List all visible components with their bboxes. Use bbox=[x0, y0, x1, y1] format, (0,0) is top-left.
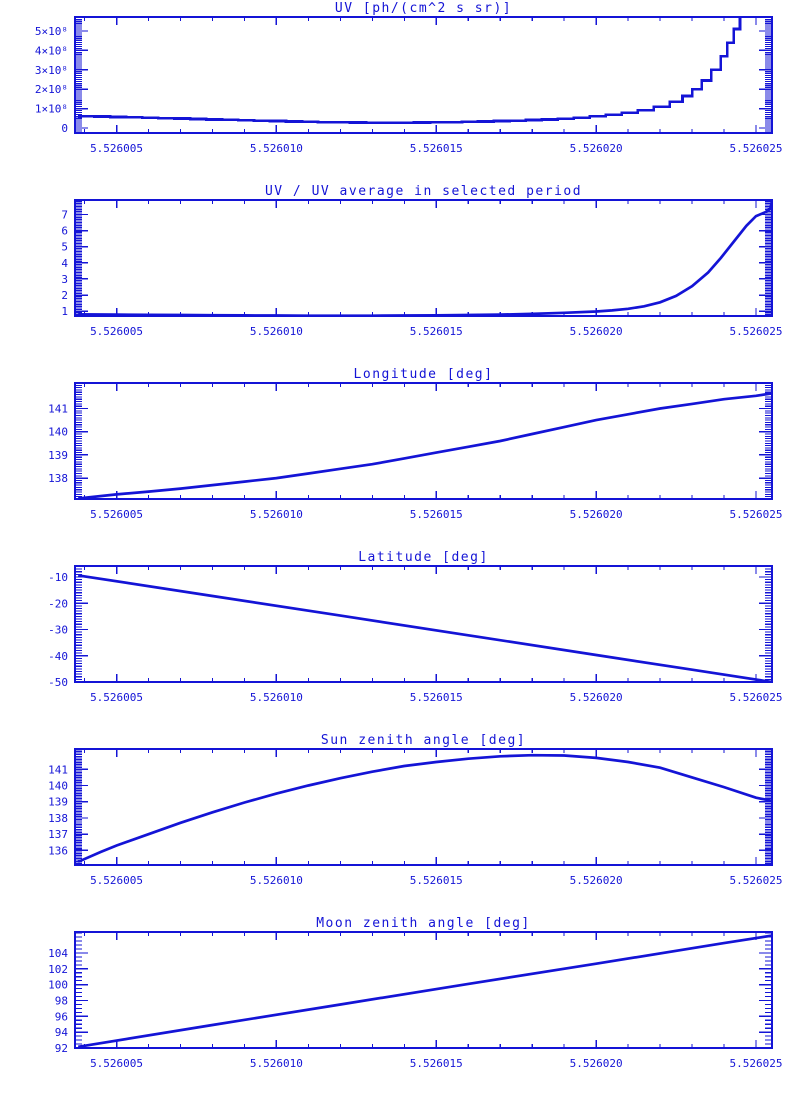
y-tick-label: 141 bbox=[48, 763, 68, 776]
axis-ticks bbox=[75, 382, 772, 500]
y-tick-label: 96 bbox=[55, 1010, 68, 1023]
x-tick-label: 5.526020 bbox=[570, 691, 623, 704]
x-tick-label: 5.526015 bbox=[410, 325, 463, 338]
x-tick-label: 5.526020 bbox=[570, 508, 623, 521]
chart-panel-uv-ratio: UV / UV average in selected period 5.526… bbox=[0, 183, 800, 366]
plot-box bbox=[74, 748, 773, 866]
x-tick-label: 5.526025 bbox=[730, 691, 783, 704]
y-tick-label: 104 bbox=[48, 947, 68, 960]
chart-panel-longitude: Longitude [deg] 5.526005 5.526010 5.526015… bbox=[0, 366, 800, 549]
x-tick-label: 5.526020 bbox=[570, 1057, 623, 1070]
chart-title: UV [ph/(cm^2 s sr)] bbox=[334, 1, 513, 16]
y-tick-label: 3 bbox=[61, 273, 68, 286]
chart-panel-sun-zenith: Sun zenith angle [deg] 5.526005 5.526010 5… bbox=[0, 732, 800, 915]
data-curve bbox=[77, 574, 772, 682]
y-tick-label: 1 bbox=[61, 305, 68, 318]
y-tick-label: 5 bbox=[61, 241, 68, 254]
x-tick-label: 5.526020 bbox=[570, 874, 623, 887]
x-tick-label: 5.526010 bbox=[250, 325, 303, 338]
x-tick-label: 5.526010 bbox=[250, 691, 303, 704]
y-tick-label: 136 bbox=[48, 844, 68, 857]
chart-title: Moon zenith angle [deg] bbox=[316, 916, 531, 931]
data-curve bbox=[78, 200, 772, 316]
y-tick-label: 6 bbox=[61, 225, 68, 238]
chart-canvas-sun-zenith: 5.526005 5.526010 5.526015 5.526020 5.526025… bbox=[48, 748, 783, 887]
y-tick-label: 138 bbox=[48, 812, 68, 825]
x-tick-label: 5.526005 bbox=[90, 142, 143, 155]
axis-ticks bbox=[75, 16, 772, 133]
chart-canvas-moon-zenith: 5.526005 5.526010 5.526015 5.526020 5.526025… bbox=[48, 931, 783, 1070]
y-tick-label: -40 bbox=[48, 650, 68, 663]
y-tick-label: 4×10⁸ bbox=[35, 44, 68, 57]
plot-box bbox=[74, 931, 773, 1049]
plot-box bbox=[74, 565, 773, 683]
data-curve bbox=[77, 934, 772, 1048]
x-tick-label: 5.526015 bbox=[410, 1057, 463, 1070]
chart-panel-uv: UV [ph/(cm^2 s sr)] 5.526005 5.526010 5.52… bbox=[0, 0, 800, 183]
chart-canvas-longitude: 5.526005 5.526010 5.526015 5.526020 5.526025… bbox=[48, 382, 783, 521]
y-tick-label: 139 bbox=[48, 796, 68, 809]
x-tick-label: 5.526025 bbox=[730, 508, 783, 521]
x-tick-label: 5.526005 bbox=[90, 874, 143, 887]
chart-title: Longitude [deg] bbox=[353, 367, 494, 382]
y-tick-label: -30 bbox=[48, 624, 68, 637]
x-tick-label: 5.526010 bbox=[250, 874, 303, 887]
x-tick-label: 5.526010 bbox=[250, 1057, 303, 1070]
x-tick-label: 5.526015 bbox=[410, 508, 463, 521]
x-tick-label: 5.526020 bbox=[570, 325, 623, 338]
y-tick-label: 5×10⁸ bbox=[35, 25, 68, 38]
axis-ticks bbox=[75, 749, 772, 866]
x-tick-label: 5.526005 bbox=[90, 508, 143, 521]
x-tick-label: 5.526020 bbox=[570, 142, 623, 155]
x-tick-label: 5.526015 bbox=[410, 142, 463, 155]
y-tick-label: -20 bbox=[48, 597, 68, 610]
chart-panel-moon-zenith: Moon zenith angle [deg] 5.526005 5.526010… bbox=[0, 915, 800, 1098]
chart-canvas-uv: 5.526005 5.526010 5.526015 5.526020 5.526025… bbox=[35, 16, 783, 155]
x-tick-label: 5.526005 bbox=[90, 691, 143, 704]
chart-title: UV / UV average in selected period bbox=[264, 184, 583, 199]
chart-title: Latitude [deg] bbox=[358, 550, 489, 565]
y-tick-label: 140 bbox=[48, 426, 68, 439]
y-tick-label: 138 bbox=[48, 472, 68, 485]
y-tick-label: 2×10⁸ bbox=[35, 83, 68, 96]
y-tick-label: 7 bbox=[61, 209, 68, 222]
y-tick-label: 100 bbox=[48, 979, 68, 992]
y-tick-label: 102 bbox=[48, 963, 68, 976]
y-tick-label: 98 bbox=[55, 994, 68, 1007]
y-tick-label: -50 bbox=[48, 676, 68, 689]
y-tick-label: 139 bbox=[48, 449, 68, 462]
x-tick-label: 5.526010 bbox=[250, 508, 303, 521]
y-tick-label: -10 bbox=[48, 571, 68, 584]
chart-canvas-uv-ratio: 5.526005 5.526010 5.526015 5.526020 5.526025… bbox=[61, 199, 783, 338]
y-tick-label: 141 bbox=[48, 403, 68, 416]
x-tick-label: 5.526005 bbox=[90, 325, 143, 338]
x-tick-label: 5.526015 bbox=[410, 874, 463, 887]
y-tick-label: 0 bbox=[61, 122, 68, 135]
y-tick-label: 92 bbox=[55, 1042, 68, 1055]
y-tick-label: 2 bbox=[61, 289, 68, 302]
data-curve bbox=[78, 17, 742, 125]
x-tick-label: 5.526025 bbox=[730, 1057, 783, 1070]
data-curve bbox=[77, 753, 772, 864]
x-tick-label: 5.526005 bbox=[90, 1057, 143, 1070]
x-tick-label: 5.526025 bbox=[730, 142, 783, 155]
chart-panel-latitude: Latitude [deg] 5.526005 5.526010 5.526015 5… bbox=[0, 549, 800, 732]
y-tick-label: 4 bbox=[61, 257, 68, 270]
plot-box bbox=[74, 16, 773, 134]
x-tick-label: 5.526025 bbox=[730, 325, 783, 338]
y-tick-label: 137 bbox=[48, 828, 68, 841]
y-tick-label: 94 bbox=[55, 1026, 69, 1039]
y-tick-label: 1×10⁸ bbox=[35, 103, 68, 116]
plot-box bbox=[74, 382, 773, 500]
x-tick-label: 5.526010 bbox=[250, 142, 303, 155]
y-tick-label: 3×10⁸ bbox=[35, 64, 68, 77]
chart-canvas-latitude: 5.526005 5.526010 5.526015 5.526020 5.526025… bbox=[48, 565, 783, 704]
data-curve bbox=[78, 392, 772, 499]
y-tick-label: 140 bbox=[48, 780, 68, 793]
x-tick-label: 5.526015 bbox=[410, 691, 463, 704]
x-tick-label: 5.526025 bbox=[730, 874, 783, 887]
chart-title: Sun zenith angle [deg] bbox=[320, 733, 527, 748]
